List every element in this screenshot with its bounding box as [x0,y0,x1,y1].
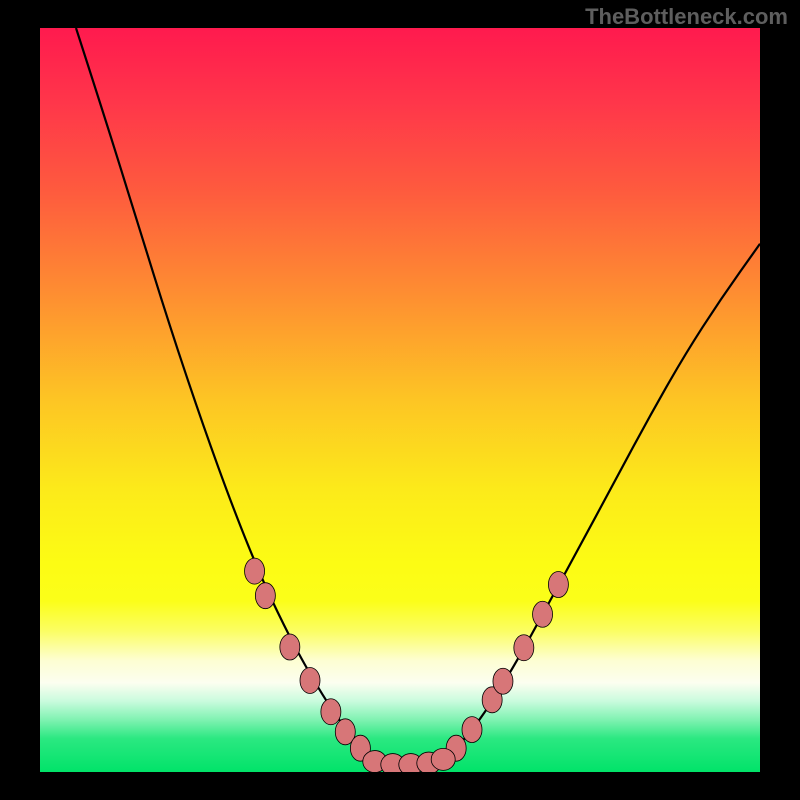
plot-svg [40,28,760,772]
data-marker [300,667,320,693]
data-marker [533,601,553,627]
gradient-background [40,28,760,772]
watermark-text: TheBottleneck.com [585,4,788,30]
data-marker [245,558,265,584]
data-marker [493,668,513,694]
data-marker [548,572,568,598]
data-marker [431,748,455,770]
data-marker [462,717,482,743]
data-marker [514,635,534,661]
plot-area [40,28,760,772]
data-marker [280,634,300,660]
data-marker [255,583,275,609]
chart-container: TheBottleneck.com [0,0,800,800]
data-marker [321,699,341,725]
